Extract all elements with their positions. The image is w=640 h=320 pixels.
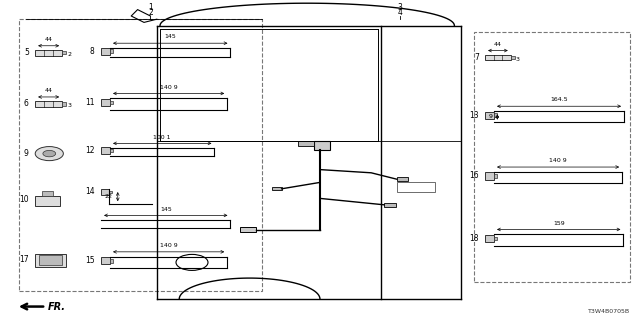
Bar — [298, 141, 314, 146]
Text: 3: 3 — [516, 57, 520, 62]
Text: 140 9: 140 9 — [160, 243, 177, 248]
Text: 44: 44 — [45, 37, 52, 42]
Text: 13: 13 — [469, 111, 479, 120]
Bar — [62, 102, 66, 106]
Bar — [101, 257, 110, 264]
Text: 3: 3 — [397, 3, 403, 12]
Bar — [35, 254, 66, 267]
Text: 159: 159 — [553, 220, 564, 226]
Text: 2: 2 — [148, 8, 153, 17]
Text: 10: 10 — [19, 196, 29, 204]
Text: T3W4B0705B: T3W4B0705B — [588, 309, 630, 314]
Text: 140 9: 140 9 — [549, 158, 567, 163]
Bar — [511, 56, 515, 59]
Bar — [314, 141, 330, 150]
Text: 44: 44 — [494, 42, 502, 47]
Text: 8: 8 — [90, 47, 95, 56]
Text: 7: 7 — [474, 53, 479, 62]
Bar — [110, 49, 113, 53]
Text: 145: 145 — [164, 34, 176, 39]
Bar — [35, 196, 60, 206]
Bar — [42, 191, 53, 196]
Bar — [101, 147, 110, 154]
Bar — [494, 174, 497, 178]
Text: 12: 12 — [85, 146, 95, 155]
Bar — [485, 172, 494, 180]
Text: 100 1: 100 1 — [154, 134, 171, 140]
Bar — [494, 236, 497, 240]
Text: 6: 6 — [24, 100, 29, 108]
Bar — [474, 32, 630, 282]
Text: 3: 3 — [67, 103, 71, 108]
Text: 4: 4 — [397, 8, 403, 17]
Bar — [109, 190, 112, 193]
Bar — [397, 182, 435, 192]
Bar — [35, 101, 62, 107]
Bar — [101, 189, 109, 195]
Bar — [494, 113, 497, 117]
Bar — [62, 51, 66, 54]
Text: 145: 145 — [160, 206, 172, 212]
Text: 140 9: 140 9 — [160, 84, 177, 90]
Bar — [384, 203, 396, 207]
Circle shape — [43, 150, 56, 157]
Text: FR.: FR. — [48, 301, 66, 312]
Text: 15: 15 — [85, 256, 95, 265]
Text: 9: 9 — [488, 115, 492, 119]
Text: 1: 1 — [148, 3, 153, 12]
Bar — [39, 255, 62, 265]
Bar — [110, 100, 113, 104]
Bar — [110, 259, 113, 262]
Text: 9: 9 — [24, 149, 29, 158]
Text: 5: 5 — [24, 48, 29, 57]
Text: 17: 17 — [19, 255, 29, 264]
Text: 22: 22 — [104, 194, 113, 199]
Bar — [485, 235, 494, 242]
Text: 18: 18 — [469, 234, 479, 243]
Bar — [101, 99, 110, 106]
Text: 14: 14 — [85, 188, 95, 196]
Text: 2: 2 — [67, 52, 71, 57]
Text: 16: 16 — [469, 172, 479, 180]
Bar — [19, 19, 262, 291]
Bar — [397, 177, 408, 181]
Bar — [240, 227, 256, 232]
Bar — [485, 55, 511, 60]
Bar — [110, 148, 113, 152]
Bar — [272, 187, 282, 190]
Bar — [35, 50, 62, 56]
Text: 11: 11 — [85, 98, 95, 107]
Bar — [485, 112, 494, 119]
Bar — [101, 48, 110, 55]
Text: 164.5: 164.5 — [550, 97, 568, 102]
Text: 44: 44 — [45, 88, 52, 93]
Circle shape — [35, 147, 63, 161]
